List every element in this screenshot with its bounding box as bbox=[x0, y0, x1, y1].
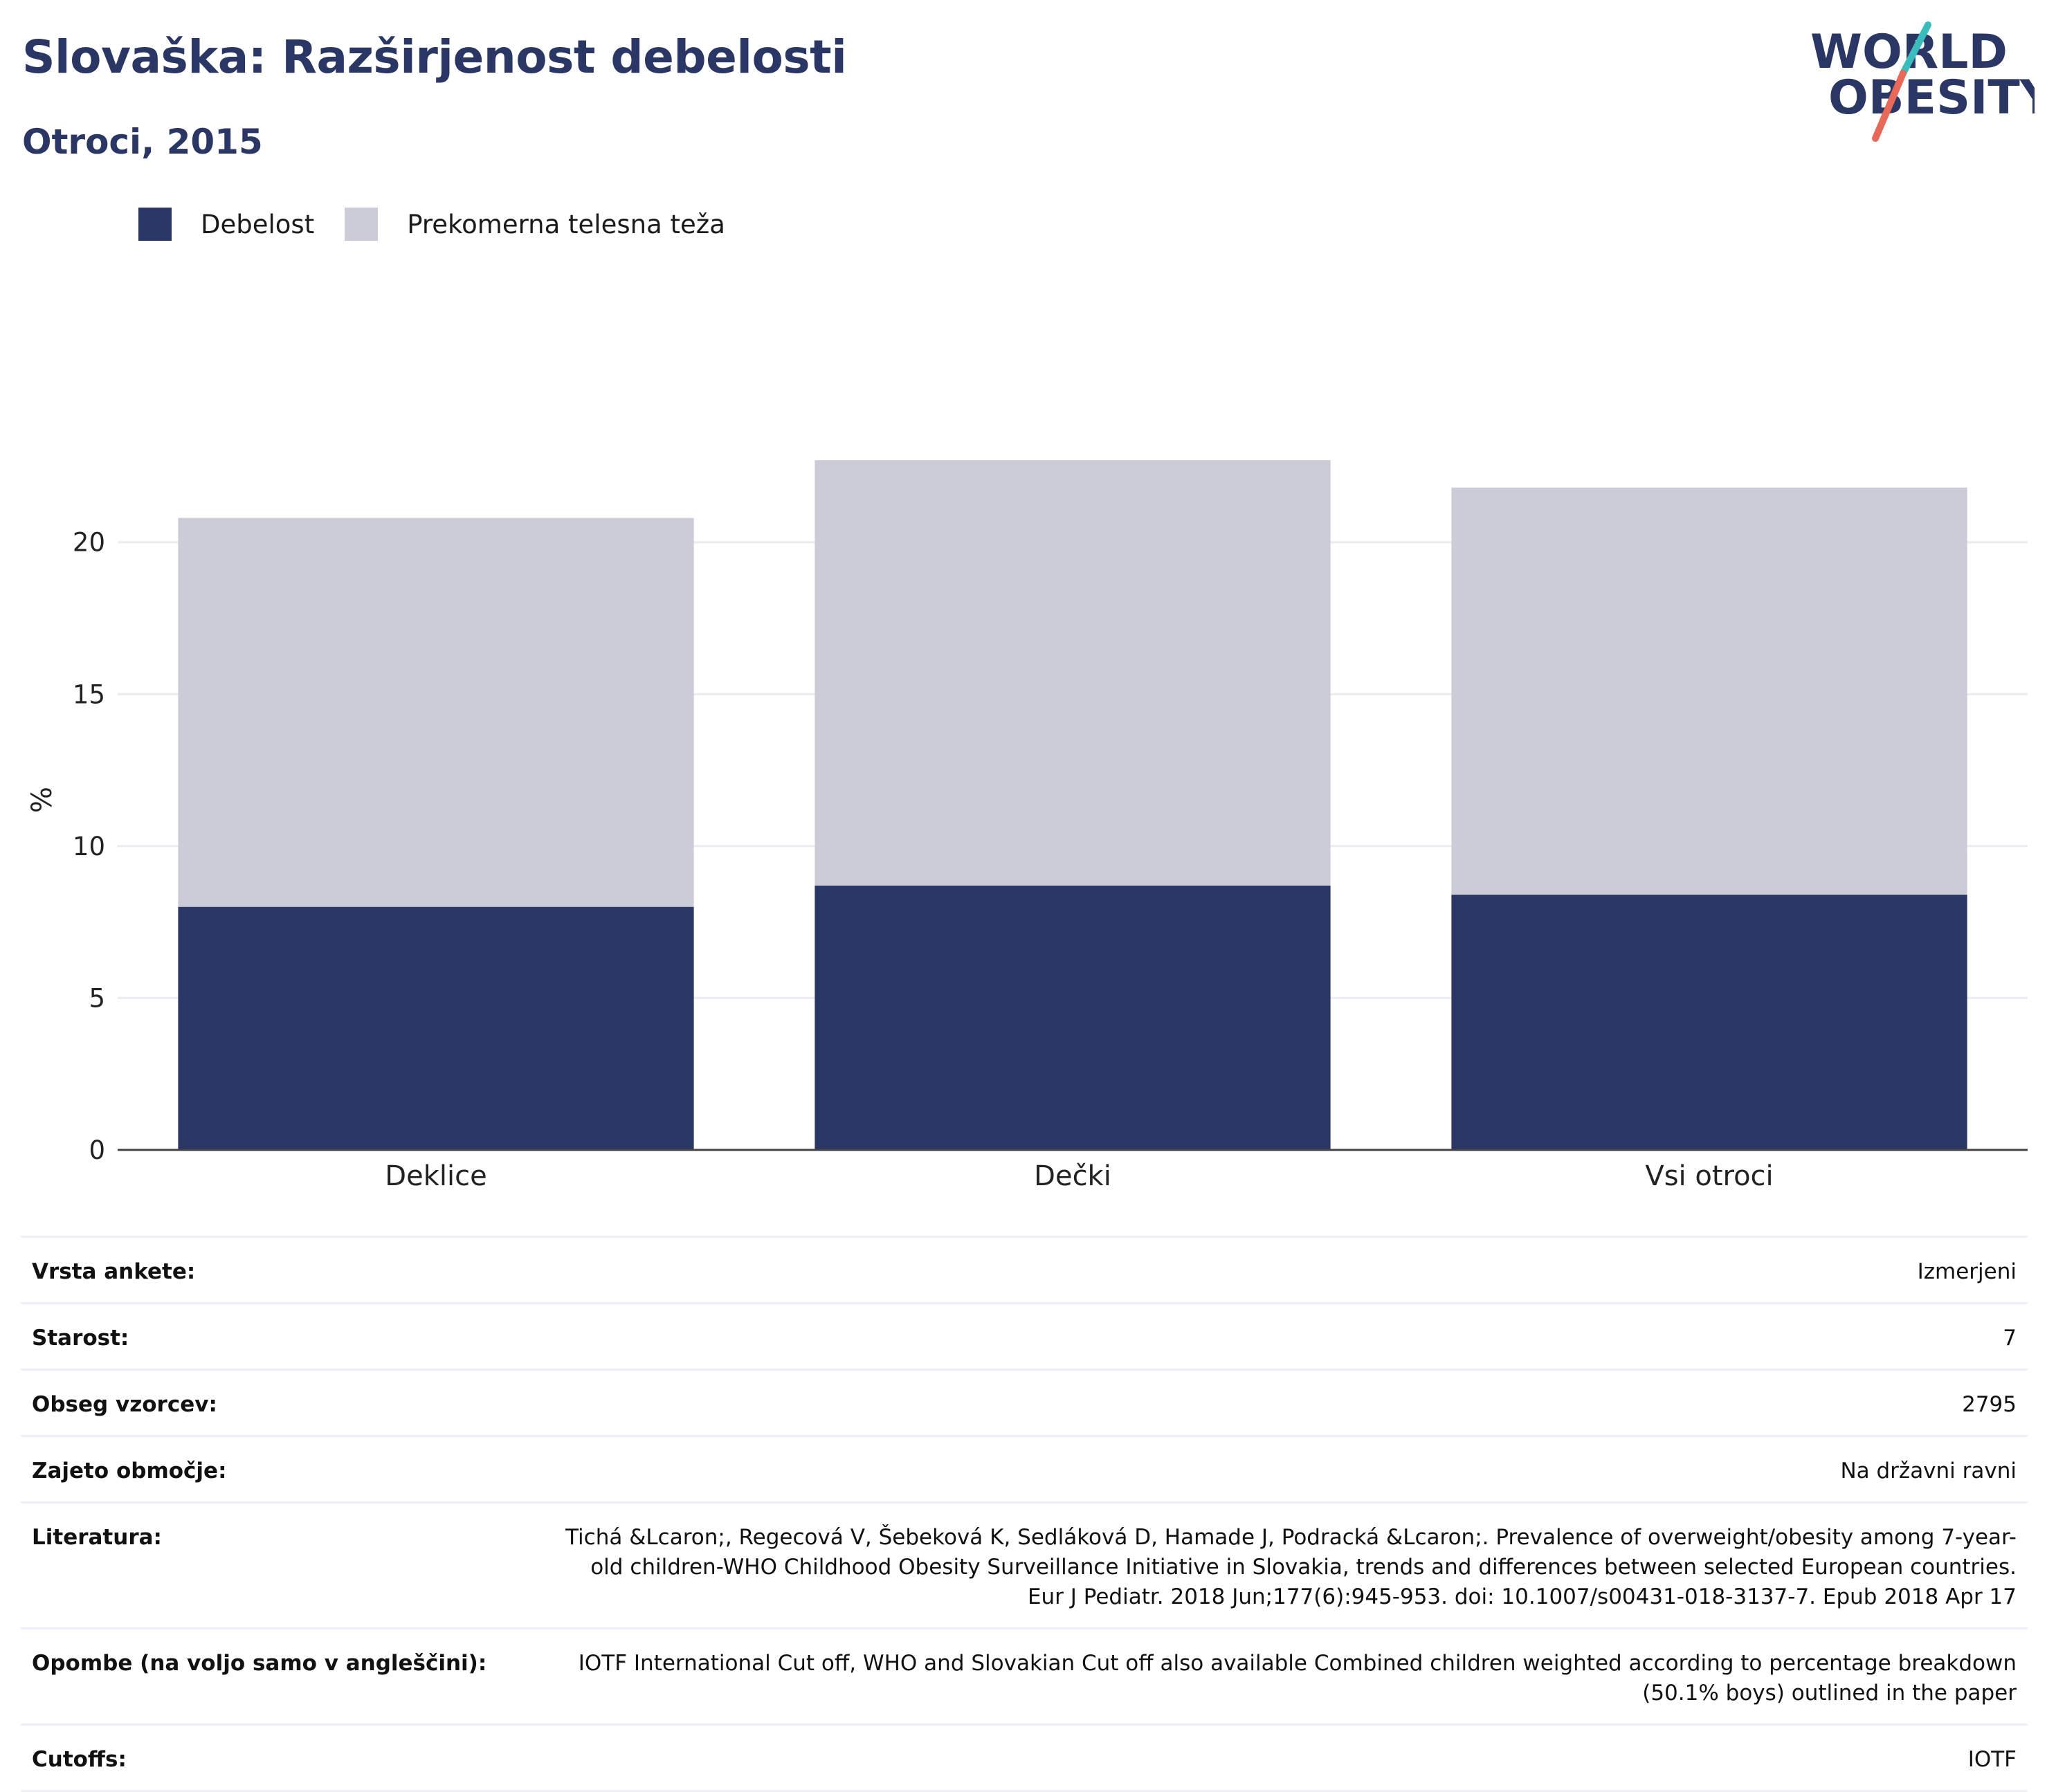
info-row: Vrsta ankete: Izmerjeni bbox=[21, 1236, 2028, 1304]
logo-text-obesity: OBESITY bbox=[1828, 71, 2035, 125]
info-key: Vrsta ankete: bbox=[32, 1259, 196, 1284]
info-value: Tichá &Lcaron;, Regecová V, Šebeková K, … bbox=[565, 1525, 2017, 1609]
page-subtitle: Otroci, 2015 bbox=[22, 122, 263, 162]
bar-obesity bbox=[178, 906, 694, 1150]
info-key: Starost: bbox=[32, 1326, 129, 1351]
info-value: 2795 bbox=[1962, 1392, 2017, 1417]
x-tick-label: Vsi otroci bbox=[1645, 1160, 1773, 1192]
bar-obesity bbox=[815, 885, 1331, 1150]
info-key: Literatura: bbox=[32, 1525, 162, 1550]
info-row: Obseg vzorcev: 2795 bbox=[21, 1369, 2028, 1436]
logo-slash-teal bbox=[1900, 21, 1931, 77]
info-row: Literatura: Tichá &Lcaron;, Regecová V, Š… bbox=[21, 1502, 2028, 1629]
y-tick-label: 20 bbox=[73, 528, 105, 558]
info-row: Opombe (na voljo samo v angleščini): IOTF… bbox=[21, 1628, 2028, 1725]
info-value: Izmerjeni bbox=[1917, 1259, 2017, 1284]
legend-swatch-overweight bbox=[345, 208, 379, 241]
legend-label-overweight: Prekomerna telesna teža bbox=[407, 209, 725, 239]
y-axis-label: % bbox=[26, 787, 58, 813]
info-value: IOTF International Cut off, WHO and Slov… bbox=[578, 1651, 2017, 1706]
bar-overweight bbox=[178, 518, 694, 907]
bar-overweight bbox=[1451, 487, 1967, 895]
info-key: Obseg vzorcev: bbox=[32, 1392, 217, 1417]
logo-slash-red bbox=[1872, 70, 1907, 142]
y-tick-label: 0 bbox=[89, 1135, 105, 1165]
x-tick-label: Dečki bbox=[1034, 1160, 1111, 1192]
logo-text-world: WORLD bbox=[1810, 25, 2008, 80]
info-key: Opombe (na voljo samo v angleščini): bbox=[32, 1651, 487, 1676]
info-value: IOTF bbox=[1967, 1747, 2017, 1772]
survey-info-table: Vrsta ankete: Izmerjeni Starost: 7 Obseg vzo… bbox=[21, 1236, 2028, 1792]
legend-swatch-obesity bbox=[138, 208, 172, 241]
stacked-bar-chart: 0 5 10 15 20 Deklice Dečki Vsi otroci% bbox=[26, 460, 2028, 1192]
bar-obesity bbox=[1451, 895, 1967, 1150]
info-row: Starost: 7 bbox=[21, 1303, 2028, 1370]
chart-legend: Debelost Prekomerna telesna teža bbox=[138, 206, 756, 242]
legend-item-overweight[interactable]: Prekomerna telesna teža bbox=[345, 208, 725, 241]
info-key: Zajeto območje: bbox=[32, 1459, 227, 1483]
legend-item-obesity[interactable]: Debelost bbox=[138, 208, 314, 241]
world-obesity-logo: WORLD OBESITY bbox=[1810, 21, 2035, 142]
info-row: Cutoffs: IOTF bbox=[21, 1724, 2028, 1791]
info-value: Na državni ravni bbox=[1840, 1459, 2017, 1483]
info-row: Zajeto območje: Na državni ravni bbox=[21, 1436, 2028, 1503]
info-key: Cutoffs: bbox=[32, 1747, 127, 1772]
y-tick-label: 15 bbox=[73, 679, 105, 709]
bar-overweight bbox=[815, 460, 1331, 886]
x-tick-label: Deklice bbox=[385, 1160, 486, 1192]
y-tick-label: 5 bbox=[89, 983, 105, 1013]
y-tick-label: 10 bbox=[73, 832, 105, 861]
legend-label-obesity: Debelost bbox=[201, 209, 315, 239]
page-title: Slovaška: Razširjenost debelosti bbox=[22, 30, 847, 84]
info-value: 7 bbox=[2003, 1326, 2017, 1351]
